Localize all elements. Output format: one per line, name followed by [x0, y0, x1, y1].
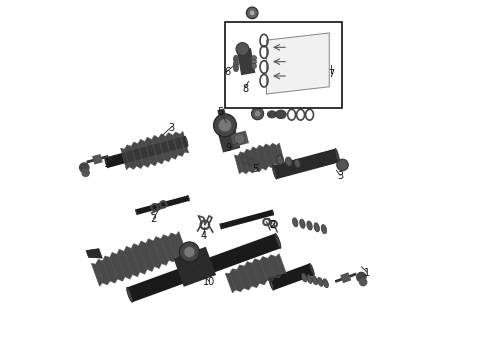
Circle shape: [184, 247, 195, 257]
Ellipse shape: [294, 159, 300, 168]
Ellipse shape: [275, 233, 281, 248]
Polygon shape: [136, 195, 189, 215]
Ellipse shape: [323, 279, 328, 288]
Ellipse shape: [275, 110, 286, 119]
Text: 4: 4: [201, 231, 207, 240]
Circle shape: [219, 119, 231, 132]
Ellipse shape: [307, 221, 312, 230]
Polygon shape: [340, 272, 351, 283]
Polygon shape: [86, 249, 102, 258]
Ellipse shape: [126, 287, 133, 302]
Ellipse shape: [234, 55, 239, 62]
Circle shape: [249, 10, 255, 16]
Text: 3: 3: [337, 171, 343, 181]
Text: 6: 6: [224, 67, 230, 77]
Ellipse shape: [272, 210, 274, 215]
Polygon shape: [220, 210, 273, 229]
Circle shape: [234, 134, 245, 144]
Polygon shape: [237, 48, 255, 75]
Ellipse shape: [269, 278, 274, 290]
Text: 5: 5: [217, 107, 223, 117]
Bar: [225, 22, 342, 108]
Polygon shape: [230, 131, 249, 147]
Text: 8: 8: [242, 84, 248, 94]
Ellipse shape: [136, 209, 138, 215]
Ellipse shape: [234, 64, 239, 72]
Ellipse shape: [234, 60, 239, 67]
Ellipse shape: [300, 219, 305, 228]
Polygon shape: [269, 264, 314, 290]
Text: 3: 3: [169, 123, 174, 133]
Circle shape: [357, 273, 366, 282]
Circle shape: [179, 242, 199, 262]
Text: 10: 10: [203, 277, 215, 287]
Ellipse shape: [335, 149, 340, 162]
Ellipse shape: [314, 223, 319, 232]
Ellipse shape: [105, 157, 108, 168]
Polygon shape: [121, 131, 189, 170]
Circle shape: [337, 159, 348, 171]
Circle shape: [246, 7, 258, 19]
Text: 1: 1: [104, 159, 110, 169]
Circle shape: [82, 169, 89, 176]
Circle shape: [236, 42, 249, 55]
Text: 2: 2: [269, 220, 275, 230]
Polygon shape: [92, 154, 103, 165]
Polygon shape: [173, 247, 216, 287]
Polygon shape: [91, 231, 187, 286]
Circle shape: [251, 108, 264, 120]
Ellipse shape: [220, 224, 222, 229]
Polygon shape: [225, 253, 286, 293]
Polygon shape: [267, 33, 329, 94]
Ellipse shape: [268, 111, 276, 118]
Ellipse shape: [272, 165, 277, 179]
Ellipse shape: [307, 275, 312, 283]
Ellipse shape: [321, 225, 327, 234]
Ellipse shape: [277, 155, 284, 165]
Ellipse shape: [312, 276, 318, 285]
Circle shape: [251, 55, 256, 60]
Circle shape: [254, 111, 261, 117]
Polygon shape: [218, 127, 240, 153]
Text: 7: 7: [328, 69, 334, 79]
Ellipse shape: [309, 264, 315, 275]
Circle shape: [360, 279, 367, 286]
Circle shape: [251, 63, 256, 68]
Polygon shape: [273, 149, 339, 179]
Ellipse shape: [293, 218, 298, 227]
Text: 2: 2: [150, 215, 157, 224]
Circle shape: [251, 59, 256, 64]
Text: 9: 9: [226, 143, 232, 153]
Ellipse shape: [184, 136, 188, 147]
Ellipse shape: [318, 278, 323, 286]
Ellipse shape: [285, 157, 292, 166]
Text: 1: 1: [364, 268, 370, 278]
Ellipse shape: [301, 273, 307, 282]
Polygon shape: [127, 234, 281, 302]
Text: 5: 5: [253, 164, 259, 174]
Circle shape: [79, 163, 89, 172]
Polygon shape: [105, 136, 188, 168]
Polygon shape: [217, 108, 225, 116]
Polygon shape: [234, 143, 284, 174]
Circle shape: [214, 114, 237, 137]
Ellipse shape: [188, 195, 190, 201]
